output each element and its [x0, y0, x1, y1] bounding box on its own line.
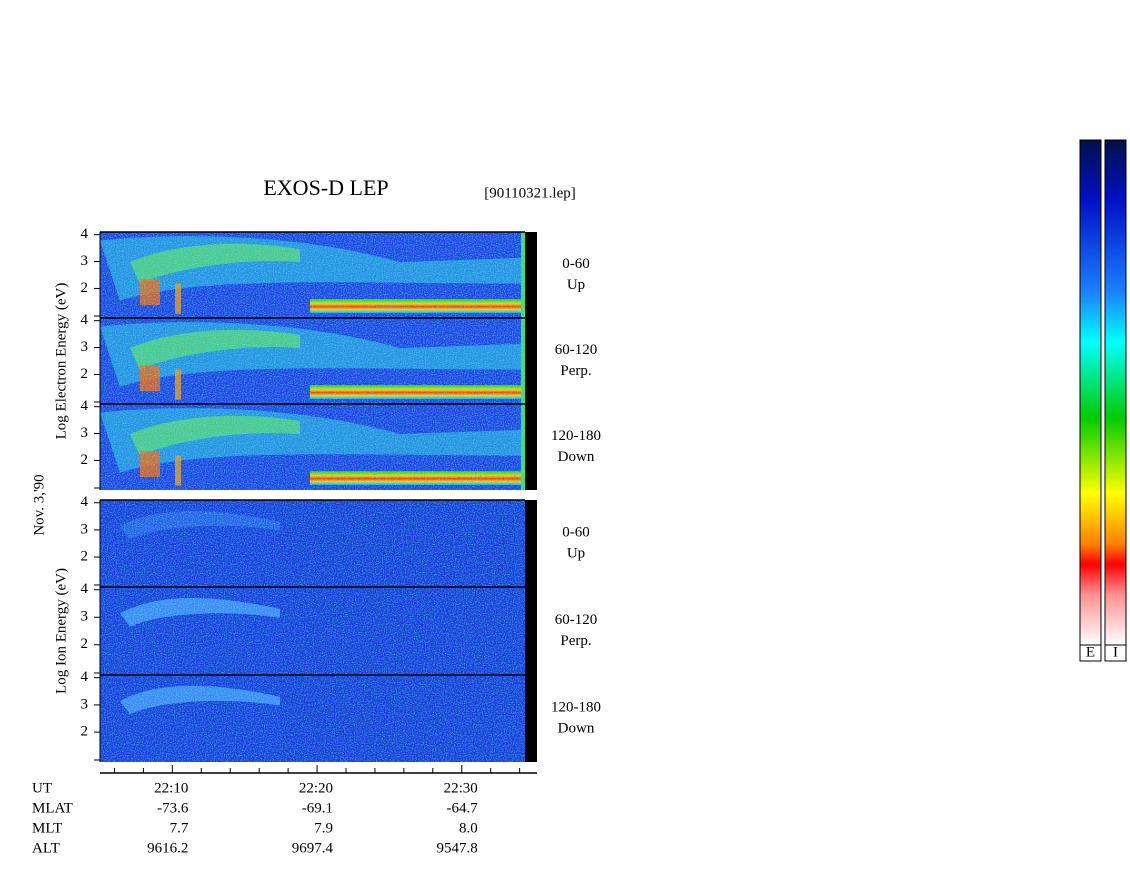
spectrogram-dropouts — [280, 675, 515, 762]
no-data-bar — [525, 318, 537, 404]
spectrogram-dropouts — [280, 500, 515, 587]
no-data-bar — [525, 675, 537, 762]
y-tick-label: 3 — [81, 253, 89, 269]
panel-direction: Up — [567, 277, 585, 293]
no-data-bar — [525, 587, 537, 675]
x-tick-label: 22:30 — [444, 780, 478, 796]
spectrogram-noise — [100, 232, 525, 318]
panel-direction: Down — [558, 720, 595, 736]
panel-angle: 0-60 — [562, 524, 590, 540]
ephemeris-value: -73.6 — [157, 800, 189, 816]
ephemeris-value: 9697.4 — [292, 840, 334, 856]
no-data-bar — [525, 232, 537, 318]
ephemeris-label: MLAT — [32, 800, 73, 816]
y-tick-label: 3 — [81, 696, 89, 712]
panel-angle: 60-120 — [555, 612, 598, 628]
spectrogram-panel — [100, 675, 525, 762]
spectrogram-dropouts — [280, 587, 515, 675]
ephemeris-label: ALT — [32, 840, 60, 856]
ephemeris-value: 7.7 — [170, 820, 189, 836]
y-tick-label: 3 — [81, 521, 89, 537]
y-axis-label: Log Electron Energy (eV) — [53, 283, 69, 440]
spectrogram-panel — [100, 587, 525, 675]
ephemeris-value: 8.0 — [459, 820, 478, 836]
ephemeris-value: 9547.8 — [437, 840, 478, 856]
no-data-bar — [525, 500, 537, 587]
color-bar-label-box — [1079, 644, 1102, 662]
panel-angle: 120-180 — [551, 428, 601, 444]
spectrogram-panel — [100, 232, 525, 318]
panel-angle: 60-120 — [555, 342, 598, 358]
y-tick-label: 2 — [81, 636, 89, 652]
panel-direction: Perp. — [560, 633, 591, 649]
color-bar-label: I — [1113, 644, 1118, 660]
y-tick-label: 2 — [81, 549, 89, 565]
panel-direction: Up — [567, 545, 585, 561]
y-tick-label: 3 — [81, 609, 89, 625]
ephemeris-value: 9616.2 — [147, 840, 188, 856]
y-tick-label: 4 — [81, 312, 89, 328]
x-tick-label: 22:20 — [299, 780, 333, 796]
panel-direction: Perp. — [560, 363, 591, 379]
panel-angle: 0-60 — [562, 256, 590, 272]
y-tick-label: 4 — [81, 669, 89, 685]
spectrogram-panel — [100, 404, 525, 490]
no-data-bar — [525, 404, 537, 490]
color-bar-label-box — [1104, 644, 1127, 662]
color-bar — [1079, 139, 1102, 646]
spectrogram-noise — [100, 318, 525, 404]
color-bar — [1104, 139, 1127, 646]
panel-direction: Down — [558, 449, 595, 465]
y-tick-label: 4 — [81, 226, 89, 242]
title: EXOS-D LEP — [263, 175, 388, 200]
ephemeris-label: MLT — [32, 820, 62, 836]
y-tick-label: 4 — [81, 494, 89, 510]
date: Nov. 3,'90 — [31, 474, 47, 535]
y-tick-label: 3 — [81, 339, 89, 355]
spectrogram-panel — [100, 500, 525, 587]
ephemeris-value: -69.1 — [302, 800, 333, 816]
panel-angle: 120-180 — [551, 699, 601, 715]
y-tick-label: 2 — [81, 280, 89, 296]
ephemeris-label: UT — [32, 780, 52, 796]
y-axis-label: Log Ion Energy (eV) — [53, 568, 69, 694]
y-tick-label: 2 — [81, 724, 89, 740]
x-tick-label: 22:10 — [154, 780, 188, 796]
ephemeris-value: 7.9 — [314, 820, 333, 836]
y-tick-label: 2 — [81, 452, 89, 468]
y-tick-label: 2 — [81, 366, 89, 382]
y-tick-label: 4 — [81, 581, 89, 597]
color-bar-label: E — [1086, 644, 1095, 660]
ephemeris-value: -64.7 — [447, 800, 479, 816]
spectrogram-dropouts — [280, 404, 515, 490]
y-tick-label: 3 — [81, 425, 89, 441]
file-name: [90110321.lep] — [484, 185, 576, 201]
spectrogram-panel — [100, 318, 525, 404]
y-tick-label: 4 — [81, 398, 89, 414]
